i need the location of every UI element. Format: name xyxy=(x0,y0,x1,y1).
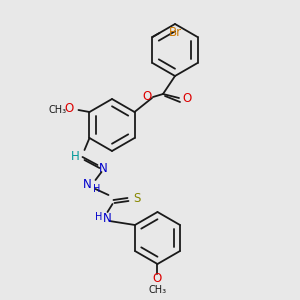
Text: H: H xyxy=(71,151,80,164)
Text: H: H xyxy=(93,184,100,194)
Text: Br: Br xyxy=(169,26,182,38)
Text: H: H xyxy=(95,212,102,222)
Text: O: O xyxy=(142,89,152,103)
Text: CH₃: CH₃ xyxy=(148,285,166,295)
Text: S: S xyxy=(133,193,140,206)
Text: CH₃: CH₃ xyxy=(48,105,67,115)
Text: O: O xyxy=(65,103,74,116)
Text: O: O xyxy=(182,92,192,106)
Text: N: N xyxy=(103,212,112,224)
Text: N: N xyxy=(83,178,92,190)
Text: O: O xyxy=(153,272,162,286)
Text: N: N xyxy=(99,161,108,175)
